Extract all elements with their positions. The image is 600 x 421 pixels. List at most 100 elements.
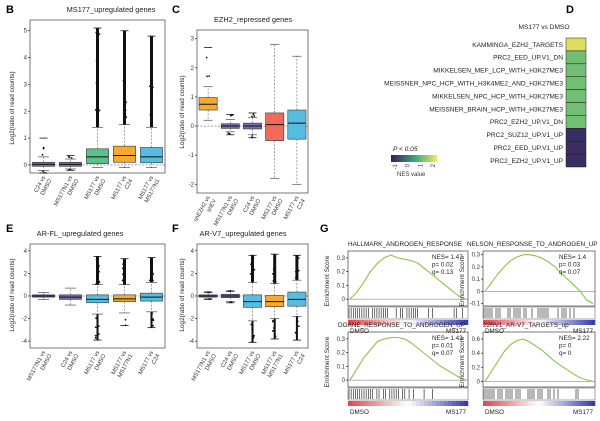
gsea-stat: q= 0.07 xyxy=(432,350,454,357)
category-label: C24 vsDMSO xyxy=(220,350,240,372)
gsea-title: HALLMARK_ANDROGEN_RESPONSE xyxy=(348,241,462,248)
panel-letter-c: C xyxy=(172,4,180,16)
category-label: MS177 vsC24 xyxy=(111,174,135,204)
outlier-point xyxy=(271,320,274,323)
rank-gradient xyxy=(436,401,441,406)
legend-swatch xyxy=(401,155,404,162)
outlier-point xyxy=(273,272,276,275)
rank-gradient xyxy=(501,320,506,325)
panel-c: C EZH2_repressed genes Log2(ratio of rea… xyxy=(172,4,292,149)
outlier-point xyxy=(98,33,101,35)
y-tick-label: 0.1 xyxy=(337,283,346,289)
outlier-point xyxy=(151,263,153,266)
plot-frame xyxy=(196,29,309,194)
outlier-point xyxy=(296,275,299,278)
heatmap-cell xyxy=(565,63,587,77)
outlier-point xyxy=(274,256,276,259)
category-line: shEV xyxy=(206,198,218,213)
outlier-point xyxy=(98,265,100,267)
category-label: MS177 vsMS177N1 xyxy=(138,175,162,204)
rank-gradient xyxy=(364,320,369,325)
rank-gradient xyxy=(580,401,585,406)
heatmap-row-label: MEISSNER_NPC_HCP_WITH_H3K4ME2_AND_H3K27M… xyxy=(384,80,563,87)
outlier-point xyxy=(271,330,274,332)
y-tick-label: -4 xyxy=(189,339,195,345)
rank-gradient xyxy=(392,320,397,325)
panel-letter-g: G xyxy=(320,223,329,235)
left-label: DMSO xyxy=(350,328,369,335)
rank-gradient xyxy=(372,320,377,325)
y-tick-label: -4 xyxy=(22,339,28,345)
rank-gradient xyxy=(440,401,445,406)
rank-gradient xyxy=(486,401,491,406)
rank-gradient xyxy=(416,320,421,325)
heatmap-row-label: PRC2_EED_UP.V1_DN xyxy=(493,55,563,62)
legend-title: P < 0.05 xyxy=(393,146,418,153)
outlier-point xyxy=(121,279,124,282)
box-body xyxy=(113,294,136,302)
rank-gradient xyxy=(550,401,555,406)
outlier-point xyxy=(272,327,275,329)
rank-gradient xyxy=(524,401,529,406)
legend-swatch xyxy=(429,155,432,162)
y-tick-label: 0 xyxy=(191,294,195,300)
heatmap-cell xyxy=(565,50,587,65)
outlier-point xyxy=(297,325,300,328)
outlier-point xyxy=(122,72,125,75)
legend-tick: 0 xyxy=(406,163,412,167)
outlier-point xyxy=(252,336,255,339)
y-tick-label: 2 xyxy=(24,271,28,277)
rank-gradient xyxy=(565,401,570,406)
outlier-point xyxy=(253,268,256,271)
outlier-point xyxy=(295,261,298,263)
rank-gradient xyxy=(557,320,562,325)
outlier-point xyxy=(95,258,98,261)
rank-gradient xyxy=(509,401,514,406)
y-tick-label: 0.2 xyxy=(337,270,346,276)
rank-gradient xyxy=(440,320,445,325)
outlier-point xyxy=(294,331,297,334)
rank-gradient xyxy=(572,320,577,325)
box-5 xyxy=(140,35,163,168)
heatmap-row-label: MEISSNER_BRAIN_HCP_WITH_H3K27ME3 xyxy=(429,106,563,113)
heatmap-cell xyxy=(565,115,587,129)
y-tick-label: 0.4 xyxy=(472,351,481,357)
heatmap-row-label: PRC2_EZH2_UP.V1_UP xyxy=(490,158,563,165)
legend-swatch xyxy=(425,155,428,162)
rank-gradient xyxy=(580,320,585,325)
rank-gradient xyxy=(539,320,544,325)
es-curve xyxy=(484,254,594,305)
rank-gradient xyxy=(516,401,521,406)
rank-gradient xyxy=(583,320,588,325)
rank-gradient xyxy=(531,320,536,325)
outlier-point xyxy=(206,75,208,78)
outlier-point xyxy=(251,280,253,282)
panel-c-ylabel: Log2(ratio of read counts) xyxy=(179,75,186,148)
rank-gradient xyxy=(436,320,441,325)
rank-gradient xyxy=(396,401,401,406)
nes-legend: -1 0 1 2 xyxy=(391,155,438,169)
outlier-point xyxy=(94,334,97,337)
gsea-ylabel: Enrichment Score xyxy=(459,255,466,306)
outlier-point xyxy=(122,273,124,276)
outlier-point xyxy=(125,101,127,104)
outlier-point xyxy=(274,280,277,283)
rank-gradient xyxy=(444,320,449,325)
rank-gradient xyxy=(490,320,495,325)
legend-tick: 1 xyxy=(418,163,424,167)
rank-gradient xyxy=(388,401,393,406)
rank-gradient xyxy=(372,401,377,406)
outlier-point xyxy=(122,277,125,280)
rank-gradient xyxy=(424,401,429,406)
rank-gradient xyxy=(546,320,551,325)
rank-gradient xyxy=(464,401,469,406)
rank-gradient xyxy=(553,320,558,325)
heatmap-cell xyxy=(565,128,587,142)
outlier-point xyxy=(152,273,155,275)
rank-gradient xyxy=(494,401,499,406)
gsea-stat: p= 0 xyxy=(559,343,572,350)
legend-swatch xyxy=(407,155,410,162)
gsea-ylabel: Enrichment Score xyxy=(459,336,466,387)
